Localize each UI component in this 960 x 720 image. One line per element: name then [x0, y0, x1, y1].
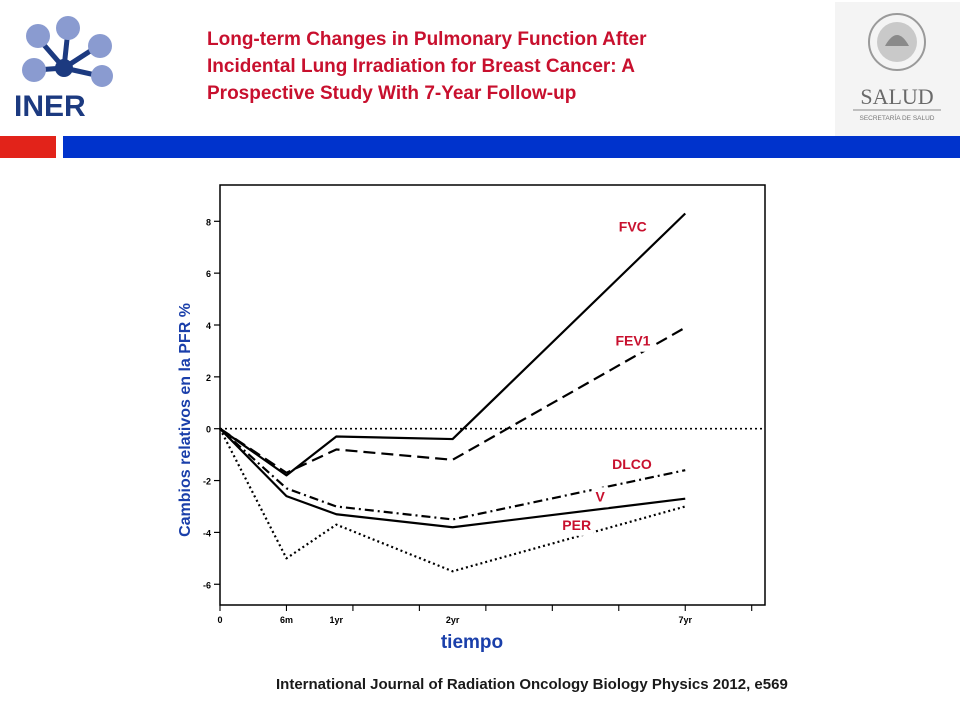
y-tick-label: 0	[206, 425, 211, 435]
series-label-bg-fev1	[611, 331, 656, 352]
series-label-per: PER	[562, 517, 591, 533]
molecule-node-icon	[22, 58, 46, 82]
series-label-dlco: DLCO	[612, 456, 652, 472]
y-tick-label: -6	[203, 580, 211, 590]
y-axis-label: Cambios relativos en la PFR %	[177, 303, 194, 537]
y-tick-label: 4	[206, 321, 211, 331]
molecule-node-icon	[26, 24, 50, 48]
x-tick-label: 7yr	[678, 615, 692, 625]
series-line-v	[219, 427, 686, 529]
y-tick-label: -4	[203, 528, 211, 538]
x-tick-label: 1yr	[330, 615, 344, 625]
plot-frame	[219, 184, 766, 606]
y-tick-label: 6	[206, 269, 211, 279]
iner-logo: INER	[14, 16, 113, 123]
series-line-per	[219, 428, 686, 573]
series-label-bg-v	[591, 487, 609, 508]
citation: International Journal of Radiation Oncol…	[276, 676, 788, 693]
series-label-fev1: FEV1	[615, 333, 650, 349]
x-tick-label: 2yr	[446, 615, 460, 625]
series-label-bg-per	[558, 515, 594, 536]
salud-logo: SALUD SECRETARÍA DE SALUD	[835, 2, 960, 136]
series-label-v: V	[596, 488, 606, 504]
y-tick-label: 2	[206, 373, 211, 383]
pulmonary-function-chart: 8 6 4 2 0 -2 -4 -6 0 6m 1yr 2yr 7yr FVC FEV1 DLCO V PER Ca…	[177, 184, 766, 653]
iner-logo-text: INER	[14, 90, 86, 123]
y-tick-label: 8	[206, 217, 211, 227]
x-tick-label: 6m	[280, 615, 293, 625]
molecule-center-icon	[55, 59, 73, 77]
molecule-node-icon	[88, 34, 112, 58]
header-bar-blue	[63, 136, 960, 158]
title-line-1: Long-term Changes in Pulmonary Function …	[207, 29, 647, 50]
molecule-node-icon	[91, 65, 113, 87]
series-label-bg-dlco	[608, 454, 653, 475]
y-tick-label: -2	[203, 477, 211, 487]
coat-of-arms-icon	[868, 13, 926, 71]
series-line-dlco	[219, 427, 686, 521]
title-line-3: Prospective Study With 7-Year Follow-up	[207, 83, 577, 104]
salud-logo-text: SALUD	[860, 84, 933, 109]
slide-title: Long-term Changes in Pulmonary Function …	[207, 26, 807, 107]
x-tick-label: 0	[217, 615, 222, 625]
series-label-bg-fvc	[614, 217, 650, 238]
title-line-2: Incidental Lung Irradiation for Breast C…	[207, 56, 635, 77]
series-label-fvc: FVC	[619, 219, 647, 235]
x-axis-label: tiempo	[441, 632, 503, 653]
molecule-node-icon	[56, 16, 80, 40]
header-bar-red	[0, 136, 56, 158]
salud-logo-subtext: SECRETARÍA DE SALUD	[859, 113, 934, 122]
